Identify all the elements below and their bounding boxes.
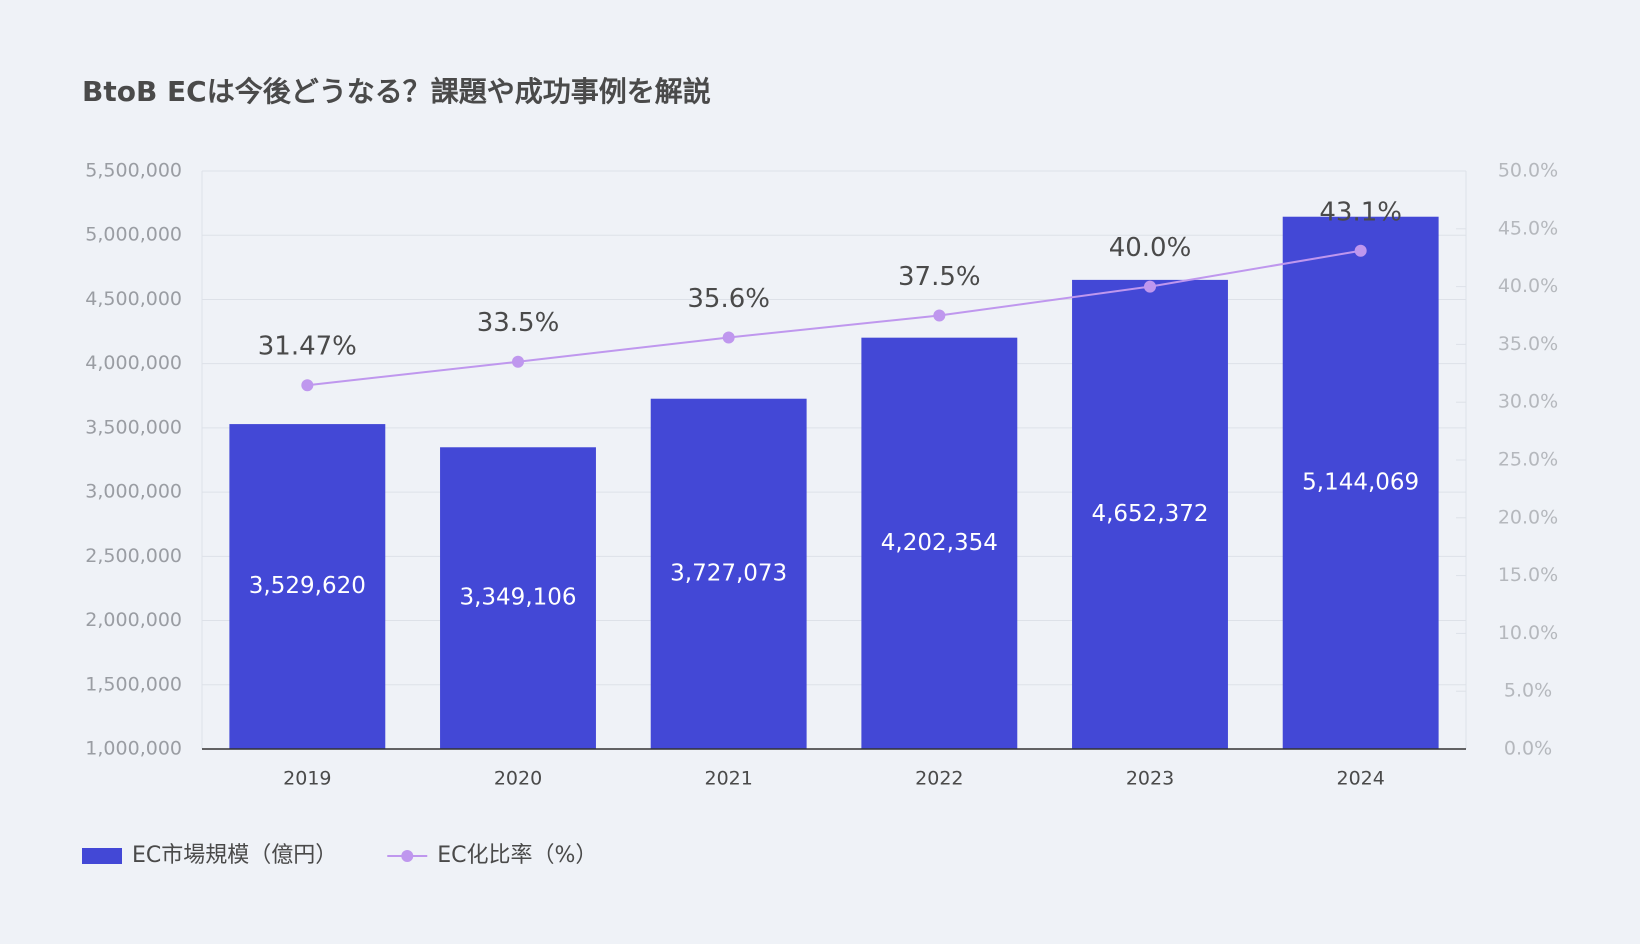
- legend-label: EC市場規模（億円）: [132, 843, 337, 868]
- legend-swatch: [401, 850, 414, 862]
- y2-tick-label: 45.0%: [1498, 217, 1558, 239]
- line-point: [1144, 280, 1156, 293]
- y2-tick-label: 10.0%: [1498, 622, 1558, 644]
- y-tick-label: 5,000,000: [85, 224, 182, 246]
- y-tick-label: 2,500,000: [85, 545, 182, 567]
- line-value-label: 31.47%: [258, 332, 357, 362]
- bar: [440, 447, 596, 749]
- legend-swatch: [82, 848, 122, 864]
- bar-value-label: 3,529,620: [249, 573, 366, 599]
- bar: [1072, 279, 1228, 749]
- line-value-label: 40.0%: [1109, 233, 1192, 263]
- line-value-label: 35.6%: [687, 284, 770, 314]
- line-point: [722, 331, 735, 344]
- legend-label: EC化比率（%）: [437, 843, 597, 868]
- y-tick-label: 3,500,000: [85, 416, 182, 438]
- x-tick-label: 2022: [915, 768, 963, 790]
- bar-value-label: 3,727,073: [670, 560, 787, 586]
- bar: [861, 337, 1018, 749]
- line-point: [512, 355, 524, 368]
- chart-title: BtoB ECは今後どうなる？課題や成功事例を解説: [82, 75, 711, 108]
- bar-value-label: 4,652,372: [1091, 501, 1208, 527]
- line-value-label: 37.5%: [898, 262, 981, 292]
- y2-tick-label: 20.0%: [1498, 506, 1558, 528]
- x-tick-label: 2020: [494, 768, 542, 790]
- bar: [1282, 216, 1439, 750]
- y2-tick-label: 5.0%: [1504, 680, 1552, 702]
- y-tick-label: 4,500,000: [85, 288, 182, 310]
- y-tick-label: 3,000,000: [85, 481, 182, 503]
- y2-tick-label: 35.0%: [1498, 333, 1558, 355]
- y-tick-label: 2,000,000: [85, 609, 182, 631]
- x-tick-label: 2024: [1336, 768, 1384, 790]
- bar: [229, 424, 386, 749]
- line-point: [1354, 244, 1367, 257]
- line-point: [301, 379, 314, 392]
- line-value-label: 33.5%: [477, 308, 560, 338]
- bar-value-label: 4,202,354: [881, 530, 998, 556]
- bar-value-label: 3,349,106: [459, 585, 576, 611]
- bar-value-label: 5,144,069: [1302, 469, 1419, 495]
- y2-tick-label: 30.0%: [1498, 391, 1558, 413]
- y-tick-label: 1,000,000: [85, 738, 182, 760]
- y2-tick-label: 0.0%: [1504, 738, 1552, 760]
- y-tick-label: 5,500,000: [85, 160, 182, 182]
- y-tick-label: 4,000,000: [85, 352, 182, 374]
- x-tick-label: 2019: [283, 768, 331, 790]
- y2-tick-label: 25.0%: [1498, 449, 1558, 471]
- y-tick-label: 1,500,000: [85, 673, 182, 695]
- y2-tick-label: 50.0%: [1498, 160, 1558, 182]
- y2-tick-label: 15.0%: [1498, 564, 1558, 586]
- y2-tick-label: 40.0%: [1498, 275, 1558, 297]
- x-tick-label: 2023: [1126, 768, 1174, 790]
- x-tick-label: 2021: [704, 768, 752, 790]
- line-point: [933, 309, 946, 322]
- bar: [650, 398, 807, 749]
- line: [307, 249, 1361, 387]
- line-value-label: 43.1%: [1319, 197, 1402, 227]
